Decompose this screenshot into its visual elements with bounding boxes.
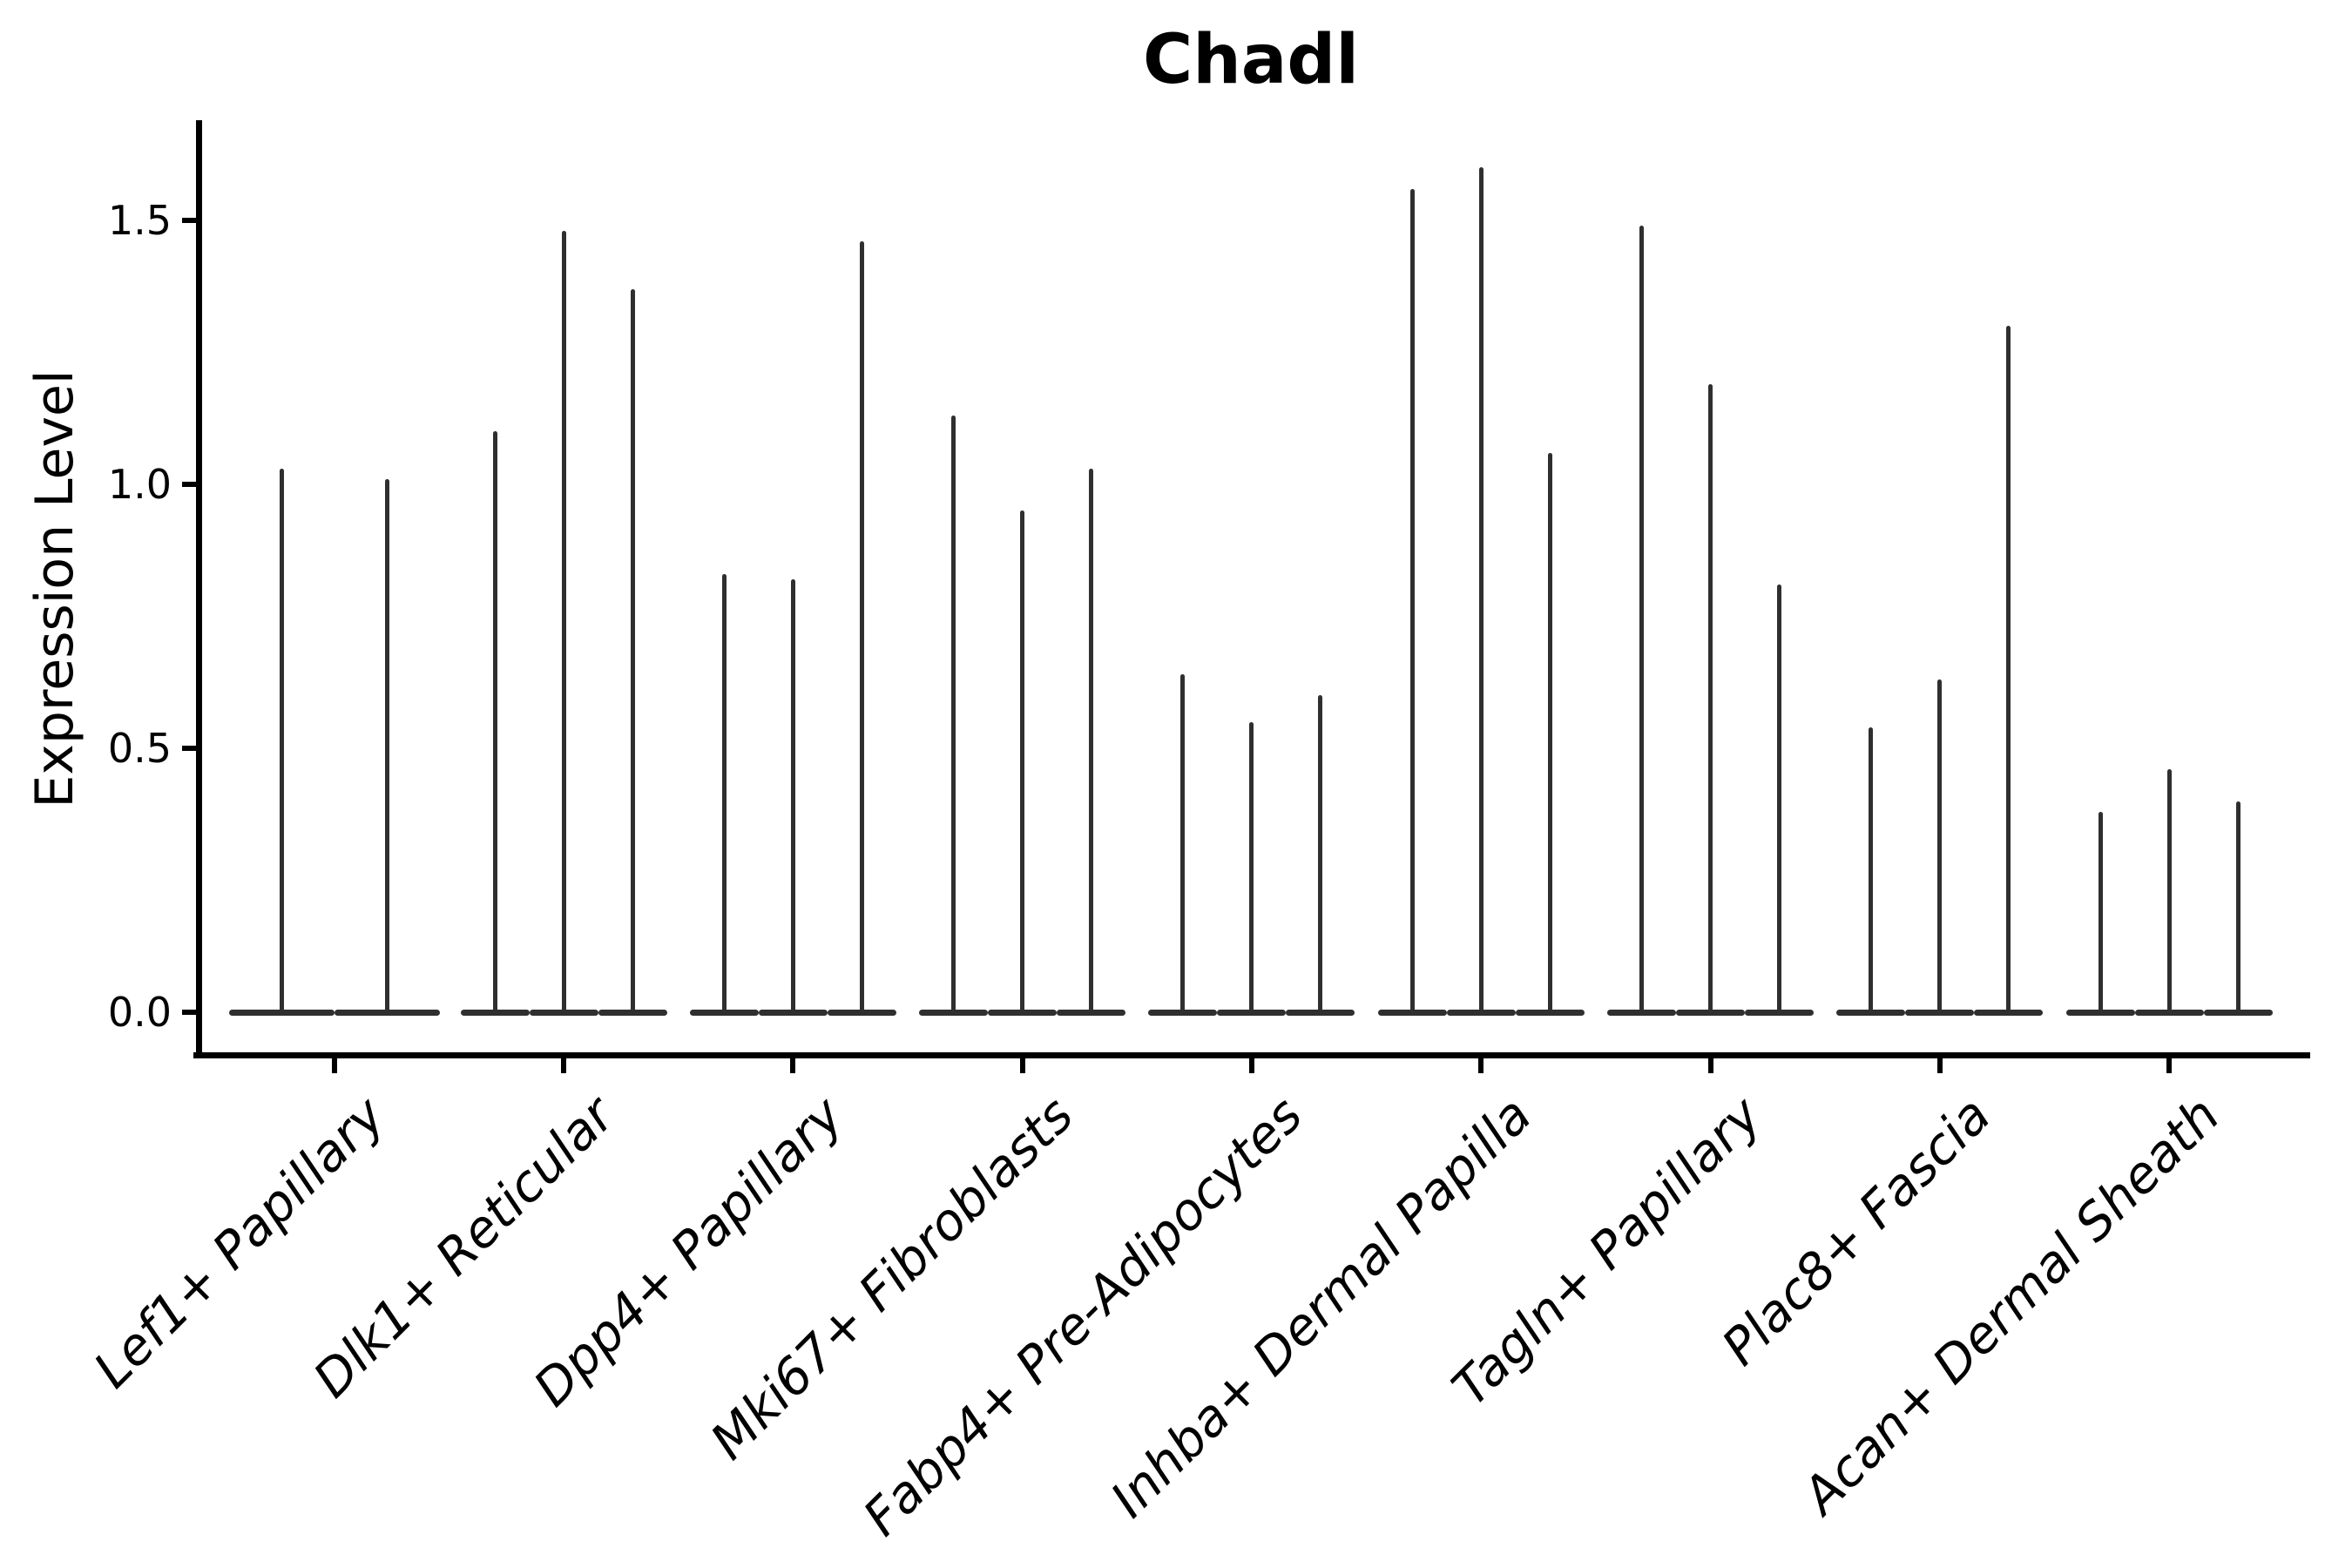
y-tick-0.0: [182, 1010, 196, 1015]
violin-body: [1515, 1009, 1585, 1016]
violin-spike: [1777, 585, 1781, 1012]
x-tick-1: [331, 1058, 337, 1073]
violin-spike: [951, 416, 956, 1012]
x-tick-2: [561, 1058, 566, 1073]
violin-body: [758, 1009, 828, 1016]
x-tick-6: [1478, 1058, 1484, 1073]
violin-body: [1286, 1009, 1355, 1016]
x-tick-3: [790, 1058, 796, 1073]
violin-body: [1148, 1009, 1218, 1016]
violin-body: [1377, 1009, 1447, 1016]
violin-body: [988, 1009, 1058, 1016]
violin-body: [919, 1009, 989, 1016]
violin-body: [1836, 1009, 1906, 1016]
violin-spike: [2098, 811, 2103, 1012]
violin-spike: [2235, 801, 2240, 1012]
violin-body: [689, 1009, 759, 1016]
violin-body: [1446, 1009, 1516, 1016]
y-tick-0.5: [182, 746, 196, 751]
y-tick-label: 0.5: [107, 725, 172, 772]
violin-body: [334, 1009, 440, 1016]
violin-spike: [1318, 695, 1323, 1012]
x-tick-4: [1019, 1058, 1025, 1073]
violin-spike: [1869, 727, 1874, 1012]
violin-spike: [1478, 167, 1484, 1012]
violin-spike: [1639, 226, 1644, 1012]
y-tick-label: 1.5: [107, 197, 172, 244]
x-tick-7: [1707, 1058, 1713, 1073]
y-tick-label: 0.0: [107, 989, 172, 1036]
violin-body: [2065, 1009, 2135, 1016]
violin-body: [598, 1009, 667, 1016]
violin-body: [827, 1009, 896, 1016]
violin-body: [529, 1009, 598, 1016]
violin-spike: [561, 231, 566, 1012]
violin-body: [2134, 1009, 2204, 1016]
violin-spike: [1180, 674, 1186, 1012]
violin-body: [2203, 1009, 2273, 1016]
y-tick-1.5: [182, 218, 196, 223]
x-tick-8: [1936, 1058, 1943, 1073]
violin-spike: [1547, 452, 1552, 1012]
violin-spike: [1249, 721, 1254, 1012]
violin-spike: [384, 478, 389, 1012]
violin-spike: [1089, 468, 1094, 1012]
y-tick-1.0: [182, 482, 196, 487]
violin-body: [228, 1009, 335, 1016]
x-axis-spine: [193, 1052, 2310, 1058]
violin-spike: [1409, 188, 1415, 1012]
violin-spike: [721, 574, 727, 1012]
violin-spike: [492, 431, 497, 1012]
violin-body: [1974, 1009, 2044, 1016]
plot-title: Chadl: [1143, 21, 1359, 99]
violin-body: [1905, 1009, 1975, 1016]
violin-spike: [630, 288, 635, 1012]
violin-spike: [1708, 383, 1713, 1012]
violin-body: [1745, 1009, 1814, 1016]
violin-body: [1217, 1009, 1287, 1016]
violin-body: [460, 1009, 530, 1016]
violin-body: [1676, 1009, 1745, 1016]
violin-spike: [2006, 326, 2011, 1012]
violin-spike: [279, 468, 284, 1012]
violin-spike: [859, 241, 864, 1012]
y-axis-spine: [196, 120, 202, 1058]
violin-spike: [1937, 679, 1943, 1012]
x-tick-5: [1248, 1058, 1254, 1073]
violin-body: [1057, 1009, 1126, 1016]
x-tick-9: [2166, 1058, 2173, 1073]
violin-spike: [1020, 510, 1025, 1012]
violin-spike: [2166, 769, 2172, 1012]
violin-body: [1607, 1009, 1676, 1016]
y-tick-label: 1.0: [107, 461, 172, 508]
violin-spike: [790, 579, 795, 1012]
